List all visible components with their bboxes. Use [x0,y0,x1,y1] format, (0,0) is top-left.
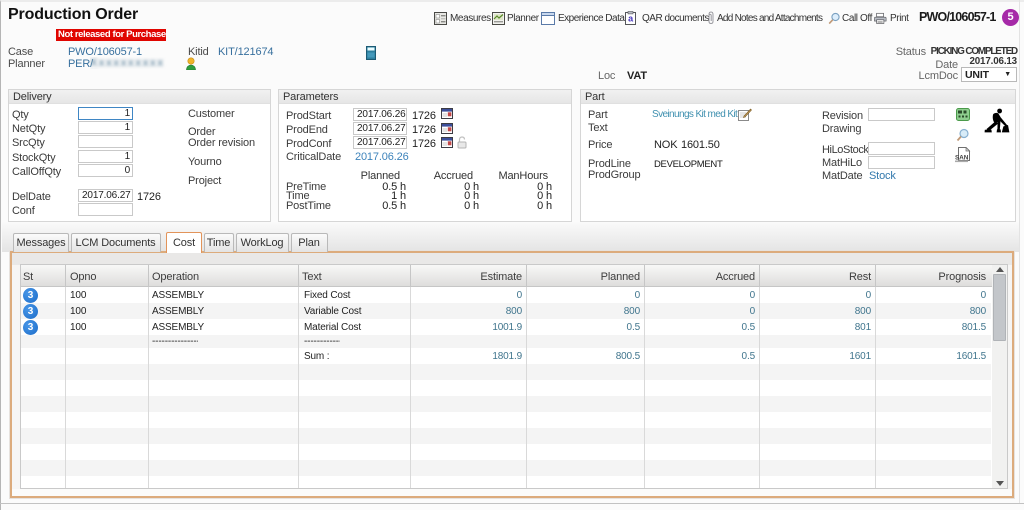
svg-text:SAN: SAN [955,155,969,162]
svg-text:a: a [628,14,634,24]
